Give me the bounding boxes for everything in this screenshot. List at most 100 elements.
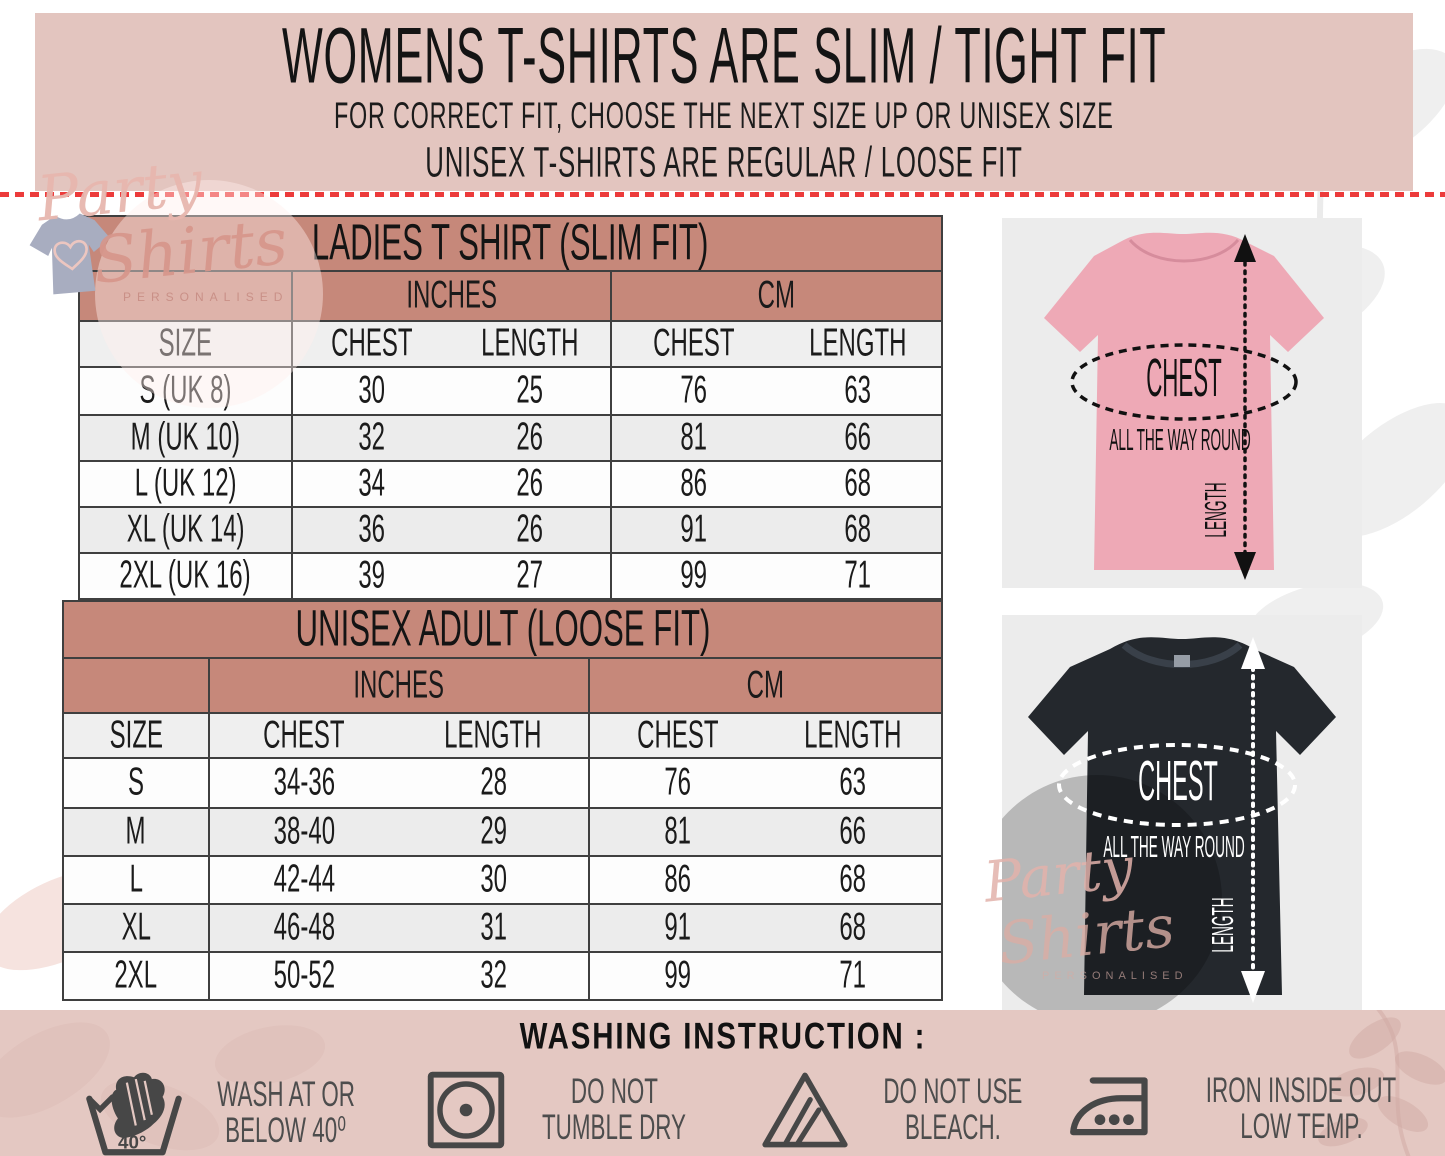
measurement-cell: 68 — [844, 461, 872, 505]
table-row: L (UK 12) 34 26 86 68 — [80, 460, 941, 506]
measurement-cell: 28 — [479, 760, 507, 804]
size-cell: 2XL (UK 16) — [119, 553, 252, 597]
length-label: LENGTH — [1199, 482, 1234, 537]
measurement-cell: 63 — [844, 368, 872, 412]
banner-subtitle-2: UNISEX T-SHIRTS ARE REGULAR / LOOSE FIT — [425, 139, 1023, 187]
chest-measure-ellipse — [1057, 743, 1297, 827]
length-arrow-bottom — [1241, 971, 1265, 1003]
unit-cm-cell: CM — [588, 659, 941, 712]
col-header-chest-in: CHEST — [290, 322, 450, 366]
ladies-shirt-diagram-panel: CHEST ALL THE WAY ROUND LENGTH — [1002, 218, 1362, 588]
col-header-size: SIZE — [158, 321, 213, 365]
unit-cm-cell: CM — [609, 272, 941, 320]
measurement-cell: 76 — [588, 759, 764, 807]
ladies-table-body: S (UK 8) 30 25 76 63 M (UK 10) 32 26 81 66 L (UK 1… — [80, 368, 941, 598]
size-cell: S — [127, 760, 144, 804]
unisex-table-body: S 34-36 28 76 63 M 38-40 29 81 66 L 42-44 30 86 68 XL 46… — [64, 759, 941, 999]
measurement-cell: 34 — [290, 462, 450, 506]
size-cell: XL (UK 14) — [126, 507, 245, 551]
measurement-cell: 76 — [609, 368, 776, 414]
col-header-length-in: LENGTH — [444, 713, 542, 757]
measurement-cell: 26 — [516, 415, 544, 459]
ladies-size-table: LADIES T SHIRT (SLIM FIT) INCHES CM SIZE… — [78, 215, 943, 600]
neck-label-tag — [1174, 655, 1190, 667]
watermark-circle — [1002, 775, 1222, 1010]
chest-around-label: ALL THE WAY ROUND — [1109, 423, 1250, 458]
measurement-cell: 46-48 — [207, 905, 398, 951]
table-row: 2XL (UK 16) 39 27 99 71 — [80, 552, 941, 598]
measurement-cell: 66 — [844, 415, 872, 459]
measurement-cell: 36 — [290, 508, 450, 552]
unisex-table-title: UNISEX ADULT (LOOSE FIT) — [64, 601, 941, 659]
size-cell: M — [125, 809, 146, 853]
measurement-cell: 30 — [290, 368, 450, 414]
col-header-length-cm: LENGTH — [809, 321, 907, 365]
measurement-cell: 68 — [839, 905, 867, 949]
chest-label: CHEST — [1146, 348, 1222, 408]
col-header-chest-cm: CHEST — [609, 322, 776, 366]
measurement-cell: 29 — [479, 809, 507, 853]
unisex-shirt-diagram-panel: CHEST ALL THE WAY ROUND LENGTH — [1002, 615, 1362, 1010]
size-cell: M (UK 10) — [130, 415, 241, 459]
table-row: S 34-36 28 76 63 — [64, 759, 941, 807]
unit-inches-cell: INCHES — [290, 272, 610, 320]
measurement-cell: 71 — [844, 553, 872, 597]
measurement-cell: 27 — [516, 553, 544, 597]
measurement-cell: 32 — [290, 416, 450, 460]
measurement-cell: 34-36 — [207, 759, 398, 807]
measurement-cell: 68 — [839, 857, 867, 901]
banner-subtitle-1: FOR CORRECT FIT, CHOOSE THE NEXT SIZE UP… — [334, 96, 1114, 137]
col-header-length-cm: LENGTH — [804, 713, 902, 757]
size-cell: XL — [121, 905, 151, 949]
wash-temp-badge: 40° — [118, 1132, 146, 1153]
measurement-cell: 91 — [609, 508, 776, 552]
black-tshirt-diagram: CHEST ALL THE WAY ROUND LENGTH — [1002, 637, 1336, 1010]
table-row: 2XL 50-52 32 99 71 — [64, 951, 941, 999]
measurement-cell: 81 — [609, 416, 776, 460]
washing-item-text: DO NOT USE BLEACH. — [883, 1071, 1023, 1147]
measurement-cell: 31 — [479, 905, 507, 949]
washing-item-iron: IRON INSIDE OUT LOW TEMP. — [1066, 1068, 1420, 1150]
col-header-chest-in: CHEST — [207, 713, 398, 757]
measurement-cell: 39 — [290, 554, 450, 598]
washing-title: WASHING INSTRUCTION : — [519, 1015, 926, 1057]
banner: WOMENS T-SHIRTS ARE SLIM / TIGHT FIT FOR… — [35, 11, 1413, 191]
washing-item-handwash: 40° WASH AT OR BELOW 40⁰ — [84, 1068, 372, 1156]
measurement-cell: 91 — [588, 905, 764, 951]
washing-item-text: DO NOT TUMBLE DRY — [541, 1071, 686, 1147]
banner-title: WOMENS T-SHIRTS ARE SLIM / TIGHT FIT — [281, 11, 1167, 100]
unisex-column-header-row: SIZE CHEST LENGTH CHEST LENGTH — [64, 713, 941, 759]
size-cell: 2XL — [114, 953, 158, 997]
measurement-cell: 99 — [588, 953, 764, 999]
measurement-cell: 25 — [516, 368, 544, 412]
pink-tshirt-diagram: CHEST ALL THE WAY ROUND LENGTH — [1044, 232, 1324, 580]
unisex-unit-header-row: INCHES CM — [64, 659, 941, 714]
chest-label: CHEST — [1138, 750, 1218, 813]
table-row: XL (UK 14) 36 26 91 68 — [80, 506, 941, 552]
measurement-cell: 32 — [479, 953, 507, 997]
washing-item-text: IRON INSIDE OUT LOW TEMP. — [1205, 1070, 1397, 1146]
ladies-table-title: LADIES T SHIRT (SLIM FIT) — [80, 215, 941, 272]
handwash-40-icon: 40° — [86, 1072, 182, 1156]
col-header-size: SIZE — [109, 713, 163, 757]
black-tshirt-shape — [1028, 637, 1336, 995]
chest-around-label: ALL THE WAY ROUND — [1103, 830, 1244, 865]
length-label: LENGTH — [1206, 897, 1241, 952]
dashed-divider — [0, 192, 1445, 197]
ladies-column-header-row: SIZE CHEST LENGTH CHEST LENGTH — [80, 322, 941, 368]
size-cell: S (UK 8) — [139, 368, 232, 412]
measurement-cell: 63 — [839, 760, 867, 804]
unit-spacer-cell — [80, 272, 291, 320]
unit-spacer-cell — [64, 659, 208, 712]
measurement-cell: 86 — [588, 857, 764, 903]
size-cell: L (UK 12) — [134, 461, 237, 505]
washing-item-no-tumble-dry: DO NOT TUMBLE DRY — [424, 1068, 704, 1152]
table-row: XL 46-48 31 91 68 — [64, 903, 941, 951]
measurement-cell: 71 — [839, 953, 867, 997]
measurement-cell: 26 — [516, 461, 544, 505]
table-row: L 42-44 30 86 68 — [64, 855, 941, 903]
measurement-cell: 68 — [844, 507, 872, 551]
measurement-cell: 66 — [839, 809, 867, 853]
measurement-cell: 81 — [588, 809, 764, 855]
